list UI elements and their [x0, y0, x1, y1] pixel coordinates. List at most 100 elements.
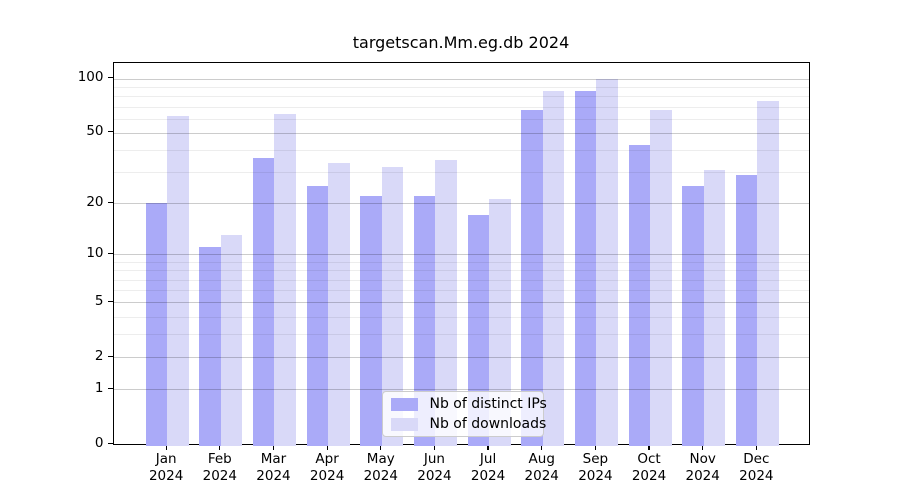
plot-area: Nb of distinct IPs Nb of downloads [112, 62, 810, 446]
x-tick-label-dec-2024: Dec 2024 [724, 451, 788, 485]
x-tick-year: 2024 [524, 468, 559, 484]
bar-nb-of-downloads-jun-2024 [435, 160, 457, 446]
x-tick-apr-2024 [326, 445, 328, 450]
x-tick-month: Nov [689, 451, 716, 467]
x-tick-label-oct-2024: Oct 2024 [617, 451, 681, 485]
x-tick-year: 2024 [256, 468, 291, 484]
bar-nb-of-downloads-jul-2024 [489, 199, 511, 446]
bar-nb-of-downloads-aug-2024 [542, 91, 565, 446]
y-tick-1 [107, 387, 113, 389]
bar-nb-of-downloads-feb-2024 [220, 235, 243, 446]
x-tick-jan-2024 [165, 445, 167, 450]
bar-nb-of-distinct-ips-feb-2024 [199, 247, 221, 446]
x-tick-year: 2024 [363, 468, 398, 484]
bar-nb-of-distinct-ips-nov-2024 [682, 186, 704, 446]
x-tick-label-mar-2024: Mar 2024 [241, 451, 305, 485]
bar-nb-of-downloads-sep-2024 [596, 78, 618, 446]
bar-nb-of-distinct-ips-apr-2024 [306, 186, 329, 446]
y-tick-label-1: 1 [94, 379, 104, 396]
x-tick-aug-2024 [541, 445, 543, 450]
x-tick-month: Dec [743, 451, 770, 467]
x-tick-year: 2024 [470, 468, 506, 484]
legend-item-distinct-ips: Nb of distinct IPs [390, 396, 547, 412]
bar-nb-of-distinct-ips-aug-2024 [521, 110, 543, 446]
x-tick-year: 2024 [578, 468, 613, 484]
x-tick-year: 2024 [417, 468, 452, 484]
x-tick-month: Jul [479, 451, 497, 467]
y-tick-5 [107, 300, 113, 302]
bar-nb-of-downloads-may-2024 [381, 167, 404, 446]
x-tick-month: May [366, 451, 395, 467]
x-tick-month: Apr [315, 451, 339, 467]
y-tick-2 [107, 355, 113, 357]
x-tick-year: 2024 [148, 468, 184, 484]
x-tick-label-apr-2024: Apr 2024 [295, 451, 359, 485]
bar-nb-of-distinct-ips-may-2024 [360, 195, 382, 446]
x-tick-mar-2024 [272, 445, 275, 450]
x-tick-sep-2024 [594, 445, 596, 450]
bar-nb-of-downloads-oct-2024 [650, 110, 672, 446]
legend-label-downloads: Nb of downloads [429, 416, 547, 432]
y-tick-100 [107, 77, 113, 79]
x-tick-label-jun-2024: Jun 2024 [402, 451, 466, 485]
bar-nb-of-distinct-ips-oct-2024 [628, 144, 651, 446]
gridline-major-100 [113, 78, 809, 80]
legend-item-downloads: Nb of downloads [390, 416, 546, 432]
x-tick-year: 2024 [202, 468, 237, 484]
x-tick-label-may-2024: May 2024 [349, 451, 413, 485]
bar-nb-of-downloads-mar-2024 [274, 113, 296, 446]
x-tick-jun-2024 [433, 445, 435, 450]
legend-label-distinct-ips: Nb of distinct IPs [429, 396, 547, 412]
x-tick-dec-2024 [755, 445, 757, 450]
x-tick-label-sep-2024: Sep 2024 [563, 451, 627, 485]
gridline-minor-90 [113, 86, 809, 88]
bar-nb-of-downloads-dec-2024 [757, 101, 779, 446]
y-tick-label-0: 0 [94, 434, 104, 451]
x-tick-year: 2024 [739, 468, 774, 484]
x-tick-month: Jun [423, 451, 445, 467]
bar-nb-of-distinct-ips-jun-2024 [413, 195, 436, 446]
chart-legend: Nb of distinct IPs Nb of downloads [381, 391, 547, 437]
y-tick-label-100: 100 [77, 69, 104, 86]
y-tick-label-10: 10 [86, 244, 104, 261]
x-tick-label-jan-2024: Jan 2024 [134, 451, 198, 485]
x-tick-month: Sep [582, 451, 609, 467]
legend-swatch-distinct-ips [390, 397, 418, 411]
x-tick-label-nov-2024: Nov 2024 [671, 451, 735, 485]
chart-title: targetscan.Mm.eg.db 2024 [352, 33, 570, 52]
x-tick-label-feb-2024: Feb 2024 [188, 451, 252, 485]
x-tick-label-aug-2024: Aug 2024 [510, 451, 574, 485]
x-tick-year: 2024 [631, 468, 667, 484]
x-tick-feb-2024 [219, 445, 221, 450]
y-tick-0 [107, 442, 113, 444]
gridline-minor-80 [113, 96, 809, 98]
x-tick-year: 2024 [685, 468, 720, 484]
x-tick-month: Mar [260, 451, 287, 467]
y-tick-label-20: 20 [86, 193, 104, 210]
gridline-major-50 [113, 132, 809, 134]
legend-swatch-downloads [390, 417, 418, 431]
x-tick-month: Feb [207, 451, 232, 467]
gridline-minor-60 [113, 118, 809, 120]
x-tick-month: Aug [528, 451, 555, 467]
y-tick-label-50: 50 [86, 123, 104, 140]
y-tick-50 [107, 131, 113, 133]
x-tick-nov-2024 [702, 445, 704, 450]
bar-nb-of-distinct-ips-jul-2024 [467, 215, 490, 446]
bar-nb-of-distinct-ips-dec-2024 [735, 174, 758, 446]
y-tick-20 [107, 201, 113, 203]
y-tick-label-5: 5 [94, 292, 104, 309]
x-tick-year: 2024 [309, 468, 345, 484]
bar-nb-of-downloads-jan-2024 [167, 116, 189, 446]
bar-nb-of-distinct-ips-mar-2024 [252, 158, 275, 446]
x-tick-may-2024 [380, 445, 382, 450]
bar-nb-of-downloads-apr-2024 [328, 162, 350, 446]
gridline-minor-40 [113, 150, 809, 152]
x-tick-month: Oct [637, 451, 661, 467]
y-tick-label-2: 2 [94, 347, 104, 364]
bar-nb-of-distinct-ips-jan-2024 [145, 203, 168, 446]
bar-nb-of-downloads-nov-2024 [703, 169, 726, 446]
x-tick-jul-2024 [487, 445, 489, 450]
x-tick-month: Jan [155, 451, 177, 467]
